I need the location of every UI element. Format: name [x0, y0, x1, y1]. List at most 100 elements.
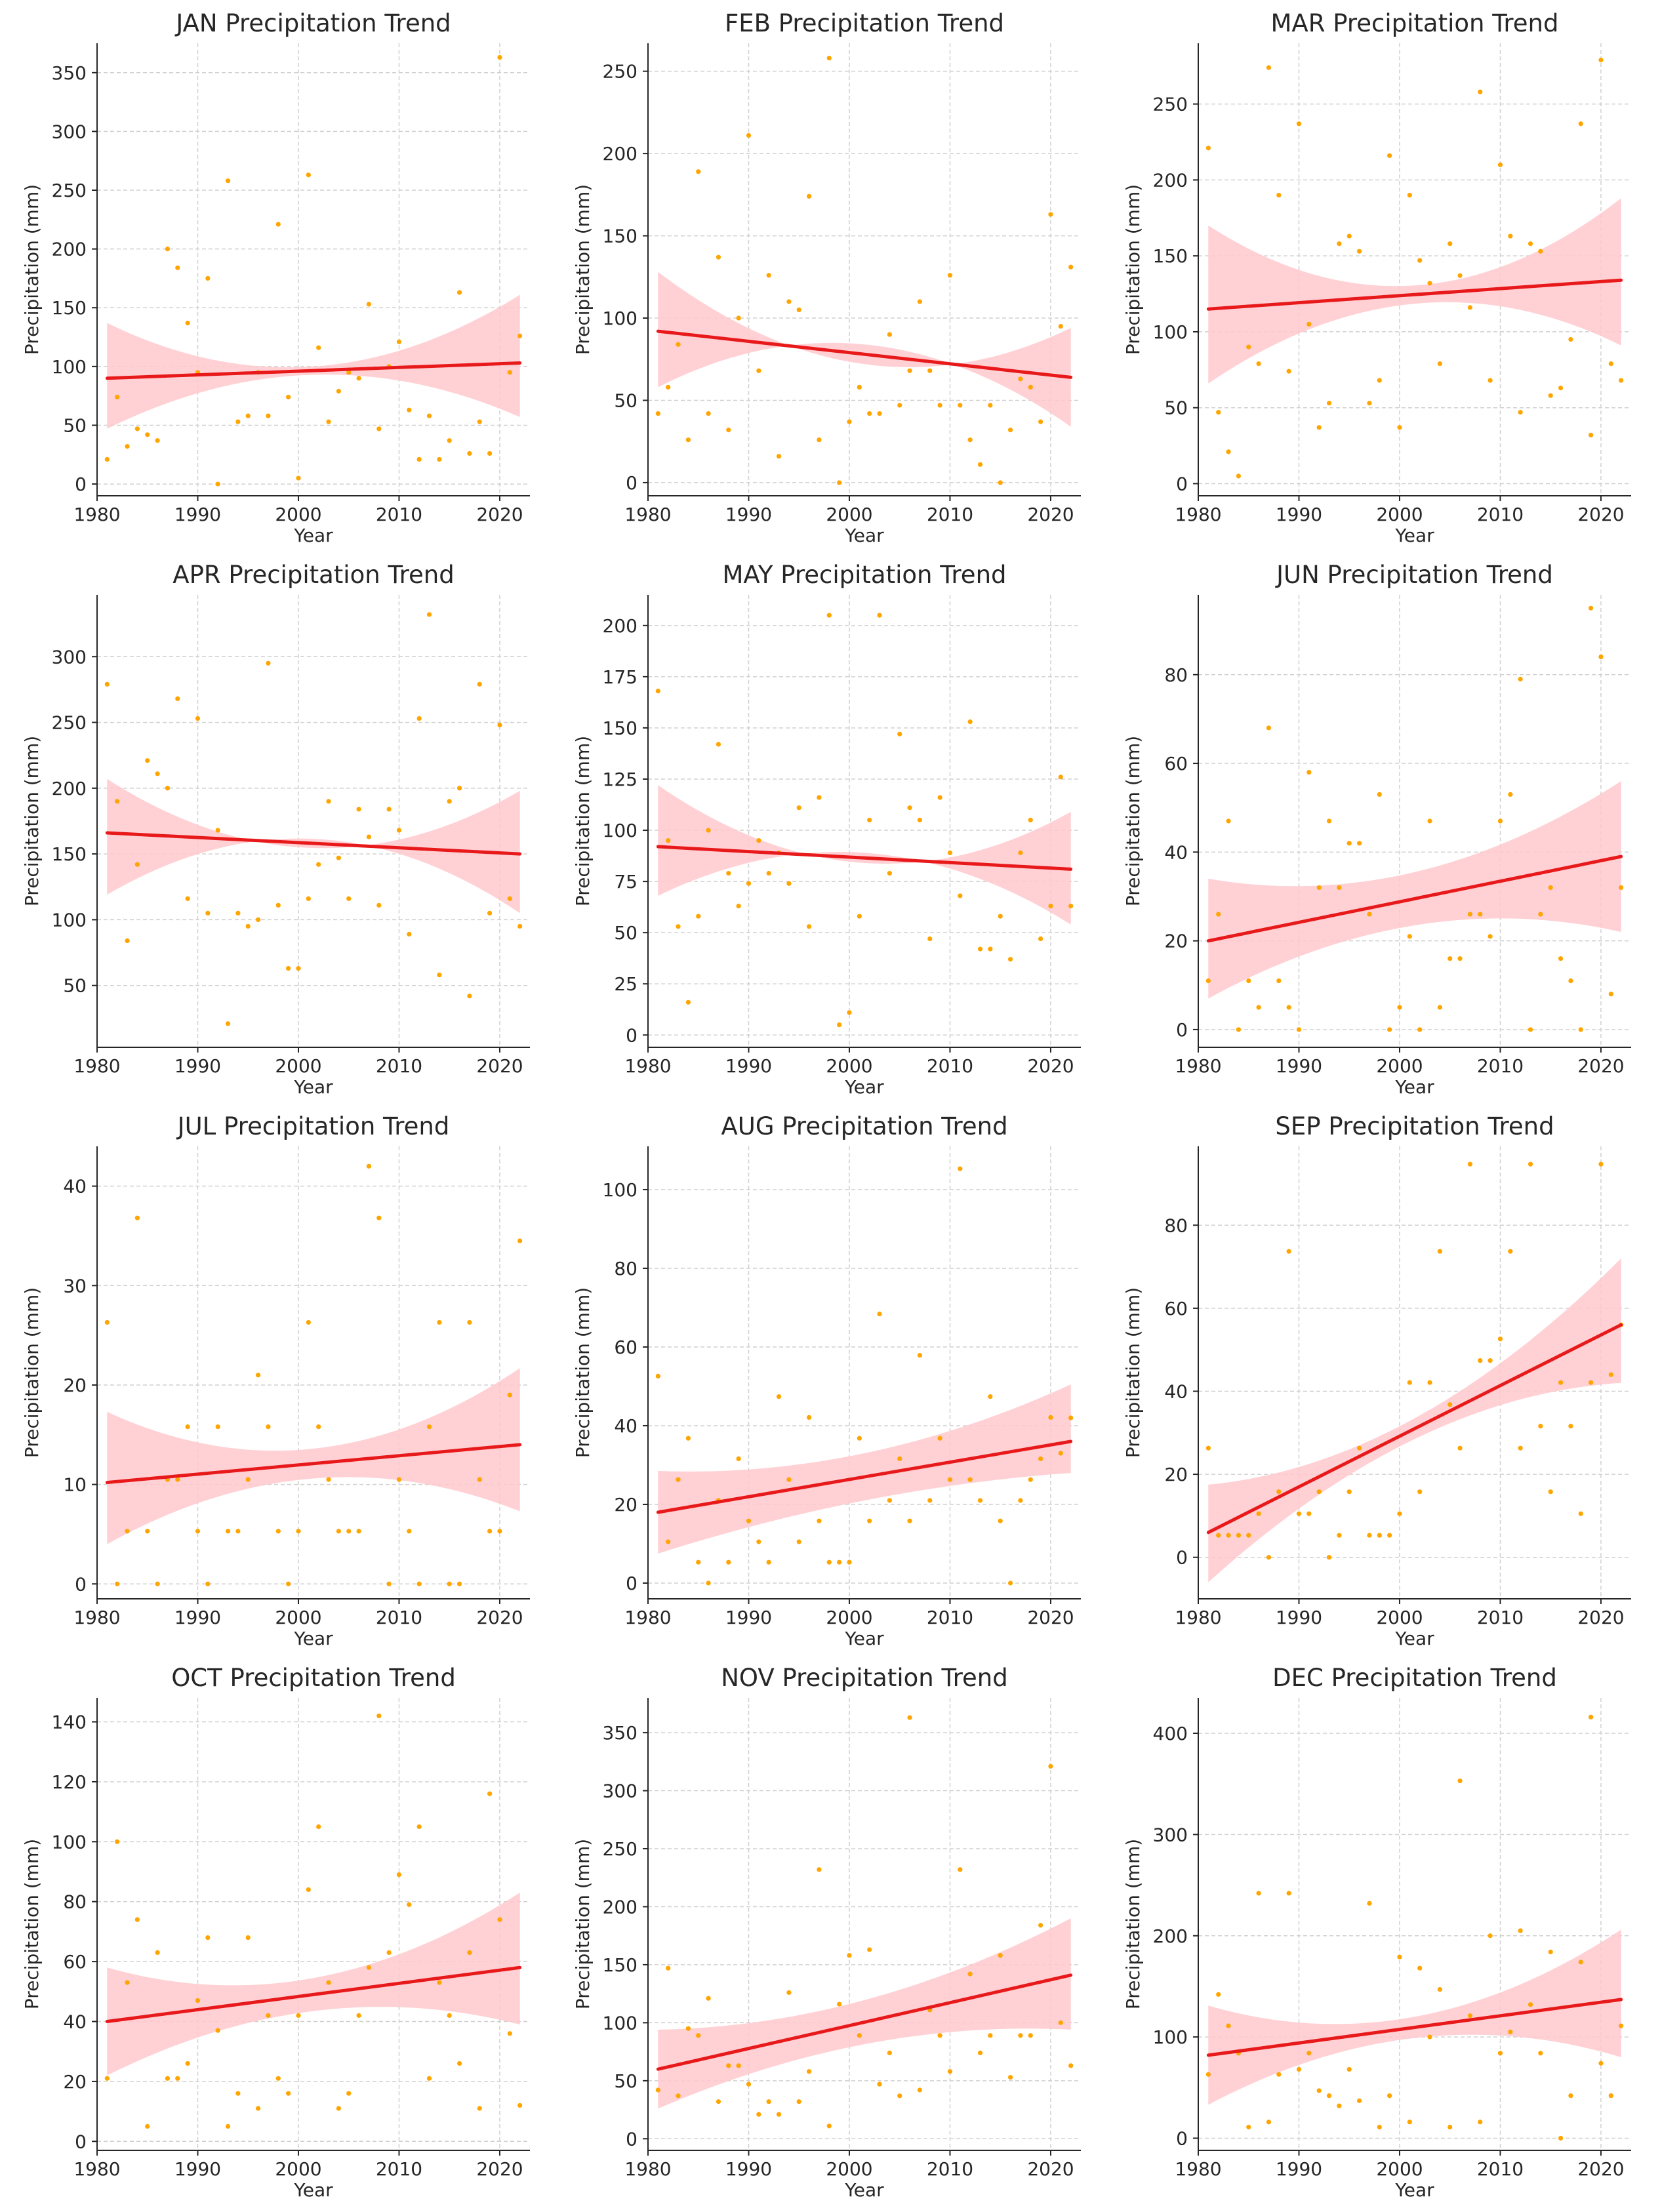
x-tick-label: 2000	[826, 1607, 872, 1628]
data-point	[696, 169, 701, 174]
trend-line	[656, 845, 1073, 871]
x-tick-label: 2020	[476, 2158, 523, 2180]
x-tick-label: 1990	[725, 1607, 772, 1628]
data-point	[1038, 936, 1043, 942]
data-point	[336, 2106, 341, 2111]
data-point	[507, 370, 512, 375]
y-tick-label: 50	[63, 975, 87, 997]
data-point	[977, 946, 983, 952]
y-axis-label: Precipitation (mm)	[1122, 184, 1144, 355]
data-point	[988, 2033, 993, 2038]
data-point	[1326, 401, 1332, 406]
x-tick-label: 2000	[826, 2158, 872, 2180]
data-point	[666, 384, 671, 390]
chart-title: MAR Precipitation Trend	[1271, 9, 1559, 37]
data-point	[958, 1867, 963, 1872]
data-point	[1578, 1027, 1583, 1032]
confidence-band	[107, 778, 520, 914]
confidence-band	[1208, 1258, 1621, 1582]
data-point	[1007, 428, 1013, 433]
trend-line	[1206, 1998, 1623, 2057]
data-point	[1216, 410, 1221, 415]
data-point	[736, 903, 741, 909]
data-point	[396, 1872, 402, 1878]
data-point	[1538, 2051, 1543, 2056]
data-point	[1028, 817, 1033, 823]
data-point	[1417, 1027, 1423, 1032]
data-point	[1467, 305, 1473, 310]
data-point	[1437, 1986, 1442, 1992]
y-tick-label: 60	[1164, 1298, 1188, 1319]
trend-line	[105, 1965, 522, 2024]
data-point	[437, 456, 442, 462]
data-point	[1508, 2029, 1513, 2034]
data-point	[1558, 386, 1564, 391]
data-point	[696, 2033, 701, 2038]
data-point	[917, 2087, 923, 2093]
data-point	[726, 2063, 731, 2068]
trend-line	[656, 1439, 1073, 1514]
data-point	[326, 1477, 331, 1482]
data-point	[837, 1559, 842, 1565]
data-point	[134, 426, 140, 432]
data-point	[947, 273, 953, 278]
data-point	[1548, 1949, 1553, 1955]
chart-panel-9: SEP Precipitation Trend 1980 1990 2000 2010 2…	[1122, 1112, 1631, 1649]
data-point	[685, 999, 691, 1005]
data-point	[487, 910, 493, 916]
y-axis-label: Precipitation (mm)	[572, 1287, 594, 1458]
y-tick-label: 200	[603, 615, 638, 637]
data-point	[1538, 249, 1543, 254]
x-tick-label: 2020	[476, 1607, 523, 1628]
data-point	[666, 838, 671, 843]
x-tick-label: 1990	[174, 2158, 221, 2180]
x-tick-label: 1980	[624, 1055, 671, 1077]
x-tick-label: 2020	[476, 504, 523, 525]
data-point	[1377, 2124, 1382, 2130]
data-point	[1306, 769, 1312, 775]
data-point	[867, 1947, 872, 1952]
data-point	[1316, 2088, 1322, 2093]
data-point	[927, 1498, 933, 1503]
data-point	[286, 394, 291, 400]
data-point	[806, 2069, 812, 2074]
y-tick-label: 150	[52, 297, 87, 319]
data-point	[125, 444, 130, 449]
data-point	[1589, 1380, 1594, 1385]
data-point	[1256, 1891, 1261, 1896]
y-axis-label: Precipitation (mm)	[572, 184, 594, 355]
data-point	[266, 413, 271, 418]
y-tick-label: 250	[603, 61, 638, 83]
x-tick-label: 2010	[927, 504, 973, 525]
data-point	[1236, 1533, 1241, 1538]
trend-line	[656, 1973, 1073, 2071]
data-point	[275, 2076, 281, 2081]
data-point	[507, 2031, 512, 2036]
data-point	[857, 1436, 862, 1441]
data-point	[726, 1559, 731, 1565]
data-point	[1246, 2124, 1251, 2130]
data-point	[817, 795, 822, 800]
data-point	[877, 613, 882, 618]
data-point	[786, 299, 792, 304]
data-point	[1038, 1456, 1043, 1461]
data-point	[706, 828, 711, 833]
x-tick-label: 2000	[1376, 1055, 1423, 1077]
data-point	[1296, 121, 1302, 127]
data-point	[155, 1581, 160, 1586]
chart-panel-10: OCT Precipitation Trend 1980 1990 2000 2010 2…	[21, 1664, 530, 2201]
data-point	[1608, 361, 1613, 367]
data-point	[776, 2112, 782, 2117]
data-point	[1598, 1161, 1604, 1167]
data-point	[1407, 934, 1412, 939]
y-tick-label: 350	[52, 62, 87, 84]
data-point	[1048, 1415, 1053, 1420]
confidence-band	[107, 294, 520, 429]
data-point	[275, 222, 281, 227]
x-tick-label: 2020	[1577, 504, 1624, 525]
data-point	[477, 681, 482, 687]
data-point	[1266, 65, 1272, 70]
chart-title: DEC Precipitation Trend	[1272, 1664, 1557, 1692]
data-point	[847, 1953, 852, 1958]
